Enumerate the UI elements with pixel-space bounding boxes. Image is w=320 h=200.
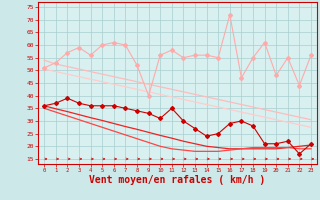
X-axis label: Vent moyen/en rafales ( km/h ): Vent moyen/en rafales ( km/h ) bbox=[90, 175, 266, 185]
